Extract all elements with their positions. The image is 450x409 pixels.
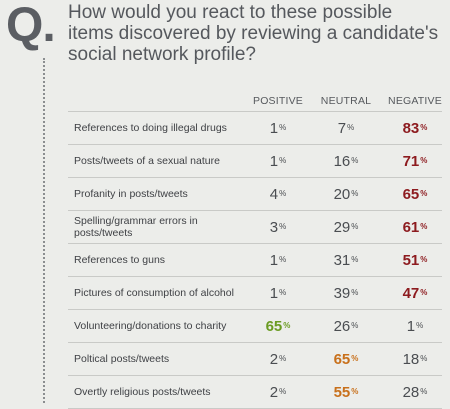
column-header-neutral: NEUTRAL (320, 95, 372, 107)
cell-positive: 1% (269, 119, 287, 137)
cell-positive: 4% (269, 185, 287, 203)
cell-negative-value: 71 (402, 152, 420, 170)
cell-positive-value: 3 (269, 218, 279, 236)
cell-neutral-value: 20 (333, 185, 351, 203)
table-row: Volunteering/donations to charity 65% 26% 1… (68, 309, 442, 342)
cell-neutral: 26% (333, 317, 359, 335)
cell-negative-value: 1 (406, 317, 416, 335)
cell-neutral-value: 7 (337, 119, 347, 137)
results-table: References to doing illegal drugs 1% 7% 83%… (68, 111, 442, 409)
cell-neutral: 39% (333, 284, 359, 302)
table-row: Spelling/grammar errors in posts/tweets 3… (68, 210, 442, 243)
row-label: References to doing illegal drugs (74, 122, 227, 134)
row-label: Volunteering/donations to charity (74, 320, 227, 332)
cell-neutral: 65% (333, 350, 359, 368)
cell-neutral: 55% (333, 383, 359, 401)
cell-positive-value: 1 (269, 152, 279, 170)
row-label: Profanity in posts/tweets (74, 188, 188, 200)
cell-negative-value: 47 (402, 284, 420, 302)
table-row: References to doing illegal drugs 1% 7% 83% (68, 111, 442, 144)
cell-negative: 61% (402, 218, 428, 236)
cell-positive-value: 1 (269, 251, 279, 269)
cell-neutral-value: 16 (333, 152, 351, 170)
cell-negative: 51% (402, 251, 428, 269)
cell-positive-value: 65 (265, 317, 283, 335)
column-header-positive: POSITIVE (252, 95, 304, 107)
table-row: Pictures of consumption of alcohol 1% 39% 4… (68, 276, 442, 309)
dotted-divider (43, 58, 45, 403)
cell-positive-value: 2 (269, 383, 279, 401)
cell-neutral-value: 65 (333, 350, 351, 368)
cell-negative: 47% (402, 284, 428, 302)
cell-positive: 1% (269, 284, 287, 302)
cell-negative: 1% (406, 317, 424, 335)
cell-positive: 2% (269, 350, 287, 368)
cell-negative-value: 83 (402, 119, 420, 137)
column-header-negative: NEGATIVE (388, 95, 442, 107)
cell-positive: 3% (269, 218, 287, 236)
question-text: How would you react to these possible it… (68, 2, 439, 65)
row-label: Spelling/grammar errors in posts/tweets (74, 215, 198, 239)
cell-negative-value: 65 (402, 185, 420, 203)
table-row: Profanity in posts/tweets 4% 20% 65% (68, 177, 442, 210)
cell-neutral: 7% (337, 119, 355, 137)
table-row: Overtly religious posts/tweets 2% 55% 28% (68, 375, 442, 409)
cell-negative: 83% (402, 119, 428, 137)
row-label: Poltical posts/tweets (74, 353, 170, 365)
cell-positive: 65% (265, 317, 291, 335)
table-row: References to guns 1% 31% 51% (68, 243, 442, 276)
cell-neutral-value: 26 (333, 317, 351, 335)
cell-negative: 18% (402, 350, 428, 368)
cell-positive-value: 2 (269, 350, 279, 368)
cell-neutral: 16% (333, 152, 359, 170)
q-mark: Q. (6, 0, 56, 52)
cell-neutral-value: 39 (333, 284, 351, 302)
row-label: Posts/tweets of a sexual nature (74, 155, 220, 167)
cell-positive: 1% (269, 152, 287, 170)
cell-neutral: 31% (333, 251, 359, 269)
row-label: References to guns (74, 254, 166, 266)
cell-positive: 1% (269, 251, 287, 269)
cell-negative: 28% (402, 383, 428, 401)
cell-negative-value: 18 (402, 350, 420, 368)
cell-positive: 2% (269, 383, 287, 401)
cell-negative-value: 51 (402, 251, 420, 269)
cell-neutral-value: 55 (333, 383, 351, 401)
cell-neutral-value: 29 (333, 218, 351, 236)
cell-neutral: 20% (333, 185, 359, 203)
cell-negative: 71% (402, 152, 428, 170)
cell-neutral-value: 31 (333, 251, 351, 269)
cell-negative-value: 28 (402, 383, 420, 401)
cell-positive-value: 1 (269, 119, 279, 137)
cell-negative: 65% (402, 185, 428, 203)
cell-neutral: 29% (333, 218, 359, 236)
cell-negative-value: 61 (402, 218, 420, 236)
row-label: Pictures of consumption of alcohol (74, 287, 234, 299)
cell-positive-value: 1 (269, 284, 279, 302)
row-label: Overtly religious posts/tweets (74, 386, 211, 398)
table-row: Poltical posts/tweets 2% 65% 18% (68, 342, 442, 375)
table-row: Posts/tweets of a sexual nature 1% 16% 71% (68, 144, 442, 177)
cell-positive-value: 4 (269, 185, 279, 203)
